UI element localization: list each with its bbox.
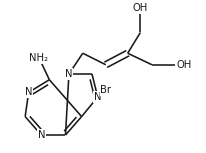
Text: N: N xyxy=(65,69,72,79)
Text: Br: Br xyxy=(100,85,111,95)
Text: NH₂: NH₂ xyxy=(29,53,48,63)
Text: N: N xyxy=(94,92,101,102)
Text: N: N xyxy=(37,130,45,140)
Text: OH: OH xyxy=(175,60,190,70)
Text: OH: OH xyxy=(132,3,147,13)
Text: N: N xyxy=(25,87,32,97)
